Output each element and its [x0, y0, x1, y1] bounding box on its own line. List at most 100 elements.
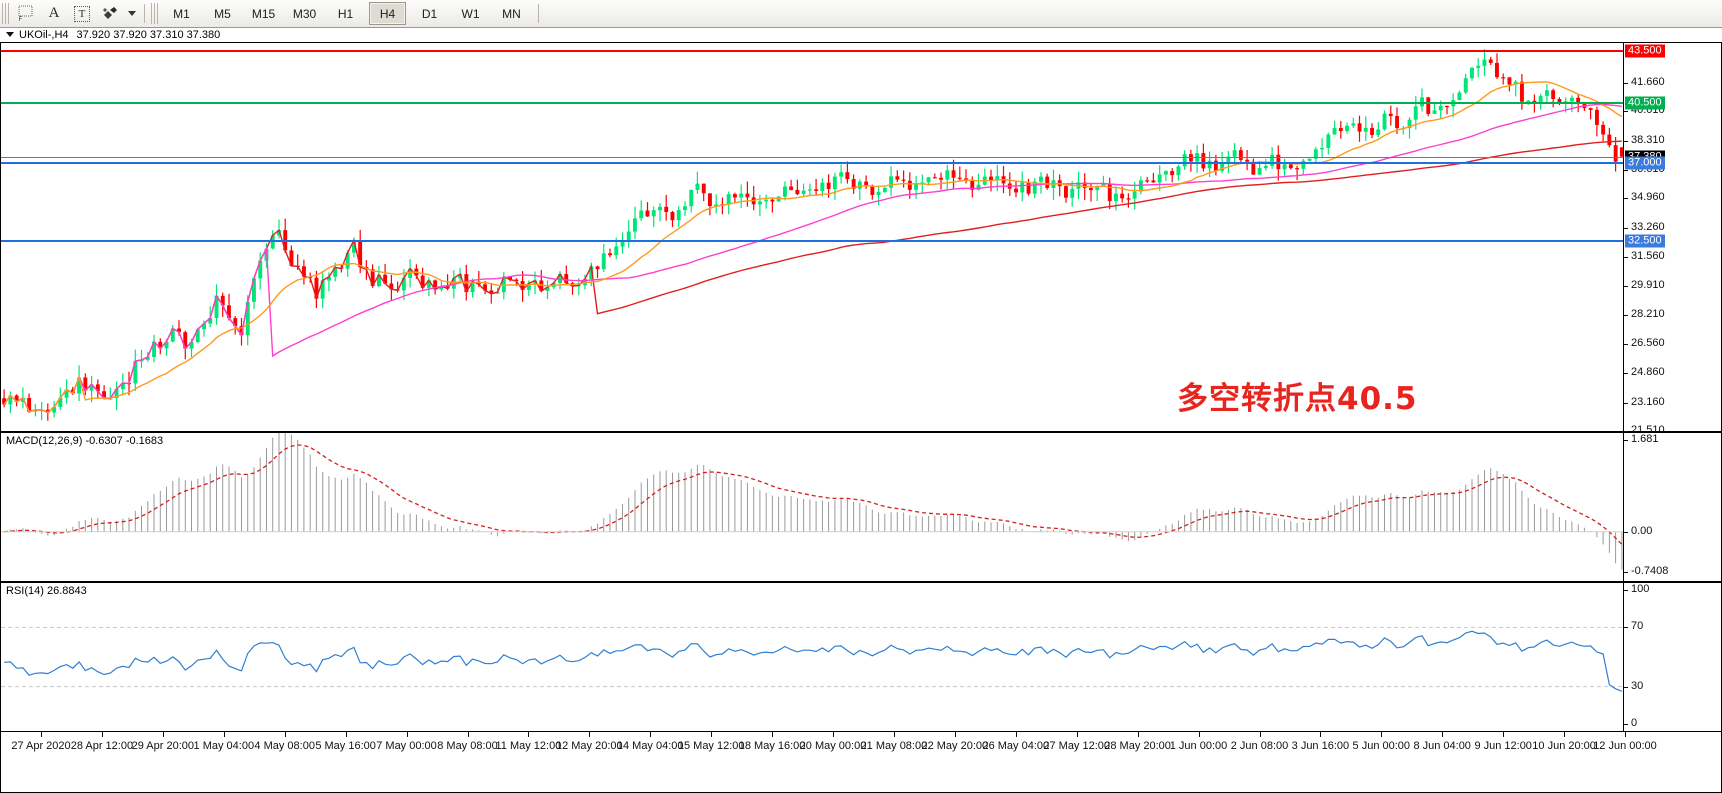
- objects-dropdown-caret-icon[interactable]: [125, 2, 139, 25]
- price-badge-support[interactable]: 32.500: [1625, 234, 1665, 248]
- time-tick: [772, 732, 774, 737]
- time-tick: [954, 732, 956, 737]
- time-tick: [1503, 732, 1505, 737]
- time-tick: [1564, 732, 1566, 737]
- objects-icon[interactable]: [97, 2, 123, 25]
- timeframe-m15[interactable]: M15: [251, 6, 276, 21]
- price-tick-label: 23.160: [1631, 395, 1665, 408]
- timeframe-d1[interactable]: D1: [421, 6, 438, 21]
- chart-template-icon[interactable]: F: [13, 2, 39, 25]
- rsi-tick-label: 70: [1631, 620, 1644, 633]
- time-tick-label: 8 Jun 04:00: [1413, 740, 1471, 752]
- time-tick: [711, 732, 713, 737]
- time-tick: [223, 732, 225, 737]
- timeframe-mn[interactable]: MN: [502, 6, 521, 21]
- time-tick-label: 29 Apr 20:00: [131, 740, 194, 752]
- price-plot-area[interactable]: [1, 43, 1623, 431]
- price-level-line-43.5[interactable]: [1, 49, 1623, 52]
- time-tick-label: 4 May 08:00: [254, 740, 315, 752]
- timeframe-drag-handle[interactable]: [151, 3, 158, 24]
- price-badge-pivot[interactable]: 40.500: [1625, 96, 1665, 110]
- time-tick: [1381, 732, 1383, 737]
- time-tick-label: 7 May 00:00: [376, 740, 437, 752]
- time-tick: [162, 732, 164, 737]
- price-tick-label: 28.210: [1631, 308, 1665, 321]
- timeframe-w1[interactable]: W1: [461, 6, 480, 21]
- time-tick-label: 20 May 00:00: [799, 740, 867, 752]
- macd-tick-label: 1.681: [1631, 433, 1659, 445]
- time-tick: [284, 732, 286, 737]
- time-axis[interactable]: 27 Apr 2020 28 Apr 12:00 29 Apr 20:00 1 May…: [0, 732, 1722, 793]
- time-tick-label: 26 May 04:00: [982, 740, 1050, 752]
- ohlc-values: 37.920 37.920 37.310 37.380: [76, 28, 221, 41]
- price-chart-pane[interactable]: 41.66040.01038.31036.61034.96033.26031.5…: [0, 42, 1722, 436]
- time-tick: [650, 732, 652, 737]
- time-tick-label: 1 May 04:00: [193, 740, 255, 752]
- toolbar-divider: [144, 4, 145, 23]
- timeframe-h4[interactable]: H4: [369, 2, 406, 25]
- time-tick-label: 5 May 16:00: [315, 740, 376, 752]
- timeframe-m5[interactable]: M5: [214, 6, 231, 21]
- time-tick-label: 9 Jun 12:00: [1474, 740, 1532, 752]
- time-tick-label: 27 Apr 2020: [11, 740, 71, 752]
- timeframe-m1[interactable]: M1: [173, 6, 190, 21]
- macd-tick-label: -0.7408: [1631, 565, 1669, 578]
- timeframe-h1[interactable]: H1: [337, 6, 354, 21]
- time-tick-label: 28 May 20:00: [1104, 740, 1171, 752]
- time-tick-label: 22 May 20:00: [921, 740, 989, 752]
- price-badge-resistance[interactable]: 43.500: [1625, 44, 1665, 58]
- rsi-tick-label: 30: [1631, 679, 1644, 692]
- rsi-tick-label: 0: [1631, 717, 1638, 729]
- time-tick-label: 15 May 12:00: [677, 740, 745, 752]
- toolbar-divider-end: [538, 4, 539, 23]
- toolbar-drag-handle[interactable]: [2, 3, 9, 24]
- time-tick: [101, 732, 103, 737]
- time-tick: [1015, 732, 1017, 737]
- time-tick-label: 5 Jun 00:00: [1352, 740, 1411, 752]
- price-level-line-40.5[interactable]: [1, 101, 1623, 104]
- time-tick: [589, 732, 591, 737]
- time-tick: [528, 732, 530, 737]
- price-tick-label: 29.910: [1631, 278, 1665, 291]
- macd-series: [1, 433, 1623, 570]
- symbol-label: UKOil-,H4: [19, 28, 69, 41]
- time-tick-label: 21 May 08:00: [860, 740, 928, 752]
- chart-quote-header: UKOil-,H4 37.920 37.920 37.310 37.380: [0, 27, 1722, 43]
- time-tick: [1625, 732, 1626, 737]
- rsi-plot-area[interactable]: [1, 583, 1623, 731]
- svg-text:F: F: [18, 17, 22, 22]
- time-tick-label: 28 Apr 12:00: [70, 740, 134, 752]
- timeframe-m30[interactable]: M30: [292, 6, 317, 21]
- time-tick-label: 18 May 16:00: [738, 740, 806, 752]
- time-tick: [1320, 732, 1322, 737]
- time-tick-label: 12 May 20:00: [555, 740, 623, 752]
- chart-menu-caret-icon[interactable]: [6, 32, 14, 37]
- time-tick: [1259, 732, 1261, 737]
- time-tick-label: 1 Jun 00:00: [1169, 740, 1228, 752]
- text-label-icon[interactable]: A: [48, 5, 60, 21]
- time-tick: [833, 732, 834, 737]
- price-level-line-37[interactable]: [1, 162, 1623, 165]
- price-tick-label: 26.560: [1631, 336, 1665, 349]
- time-tick: [1076, 732, 1078, 737]
- macd-axis[interactable]: 1.681 0.00 -0.7408: [1623, 433, 1721, 581]
- time-tick-label: 12 Jun 00:00: [1593, 740, 1657, 752]
- price-badge-support[interactable]: 37.000: [1625, 156, 1665, 170]
- macd-indicator-pane[interactable]: MACD(12,26,9) -0.6307 -0.1683 1.681 0.00 -…: [0, 432, 1722, 582]
- price-axis[interactable]: 41.66040.01038.31036.61034.96033.26031.5…: [1623, 43, 1721, 436]
- time-tick: [1137, 732, 1139, 737]
- rsi-indicator-pane[interactable]: RSI(14) 26.8843 100 70 30 0: [0, 582, 1722, 732]
- macd-plot-area[interactable]: [1, 433, 1623, 581]
- text-object-icon[interactable]: T: [69, 2, 95, 25]
- rsi-tick-label: 100: [1631, 583, 1650, 595]
- time-tick-label: 14 May 04:00: [616, 740, 684, 752]
- time-tick: [467, 732, 469, 737]
- price-tick-label: 38.310: [1631, 133, 1665, 146]
- price-level-line-32.5[interactable]: [1, 240, 1623, 242]
- time-tick-label: 3 Jun 16:00: [1291, 740, 1350, 752]
- price-tick-label: 33.260: [1631, 220, 1665, 233]
- price-tick-label: 24.860: [1631, 366, 1665, 379]
- rsi-axis[interactable]: 100 70 30 0: [1623, 583, 1721, 731]
- price-tick-label: 41.660: [1631, 75, 1665, 88]
- time-tick-label: 8 May 08:00: [437, 740, 498, 752]
